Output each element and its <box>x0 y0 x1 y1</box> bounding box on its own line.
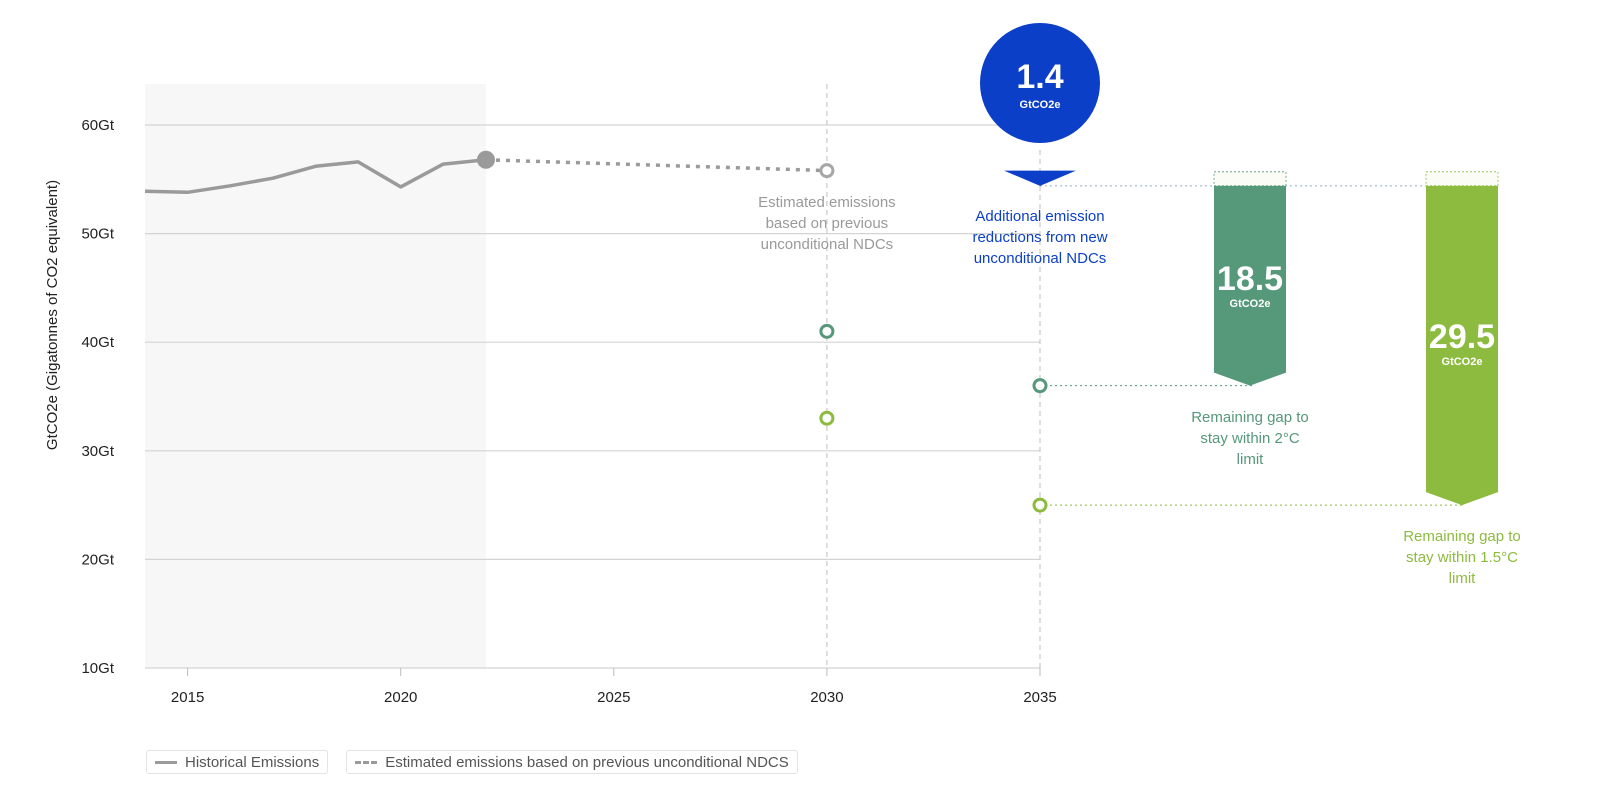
annotation-gap-15c-line-0: Remaining gap to <box>1403 528 1521 545</box>
annotation-gap-15c-line-2: limit <box>1449 570 1476 587</box>
gap-bar-header-0 <box>1213 171 1287 187</box>
historical-period-shading <box>145 84 486 668</box>
gap-bar-unit-0: GtCO2e <box>1230 298 1271 310</box>
marker-2035-3 <box>1032 378 1048 394</box>
annotation-gap-15c-line-1: stay within 1.5°C <box>1406 549 1518 566</box>
x-tick-label-2025: 2025 <box>597 689 630 706</box>
legend-dashed-line-icon <box>355 760 378 764</box>
gap-bar-value-1: 29.5 <box>1429 318 1495 356</box>
legend-solid-line-icon <box>155 760 177 764</box>
reduction-bubble <box>980 23 1100 143</box>
annotation-gap-2c-line-1: stay within 2°C <box>1200 430 1300 447</box>
y-axis-title: GtCO2e (Gigatonnes of CO2 equivalent) <box>44 180 61 450</box>
x-tick-label-2015: 2015 <box>171 689 204 706</box>
y-tick-label-60: 60Gt <box>81 117 114 134</box>
reduction-bubble-unit: GtCO2e <box>1020 99 1061 111</box>
legend-item-estimated[interactable]: Estimated emissions based on previous un… <box>346 750 798 774</box>
historical-emissions-line <box>144 158 487 195</box>
reduction-bubble-value: 1.4 <box>1016 58 1063 96</box>
annotation-additional-line-2: unconditional NDCs <box>974 250 1107 267</box>
annotation-gap-2c-line-2: limit <box>1237 451 1264 468</box>
y-tick-label-30: 30Gt <box>81 443 114 460</box>
annotation-additional-line-0: Additional emission <box>975 208 1104 225</box>
marker-2030-2 <box>819 410 835 426</box>
historical-endpoint-dot <box>476 150 495 169</box>
annotation-additional-line-1: reductions from new <box>972 229 1107 246</box>
legend-label-historical: Historical Emissions <box>185 753 320 771</box>
marker-2030-0 <box>819 163 835 179</box>
annotation-gap-2c-line-0: Remaining gap to <box>1191 409 1309 426</box>
gap-bar-header-1 <box>1425 171 1499 187</box>
marker-2035-4 <box>1032 497 1048 513</box>
y-tick-label-40: 40Gt <box>81 334 114 351</box>
x-tick-label-2020: 2020 <box>384 689 417 706</box>
legend-label-estimated: Estimated emissions based on previous un… <box>385 753 789 771</box>
x-tick-label-2030: 2030 <box>810 689 843 706</box>
y-tick-label-50: 50Gt <box>81 226 114 243</box>
reduction-arrow <box>1004 170 1076 186</box>
annotation-estimated-line-0: Estimated emissions <box>758 194 896 211</box>
gap-bar-0 <box>1214 185 1286 386</box>
gap-bar-unit-1: GtCO2e <box>1442 356 1483 368</box>
y-tick-label-20: 20Gt <box>81 551 114 568</box>
gap-bar-value-0: 18.5 <box>1217 260 1283 298</box>
x-tick-label-2035: 2035 <box>1023 689 1056 706</box>
legend: Historical Emissions Estimated emissions… <box>146 750 798 774</box>
legend-item-historical[interactable]: Historical Emissions <box>146 750 329 774</box>
gap-bar-1 <box>1426 185 1498 506</box>
annotation-estimated-line-2: unconditional NDCs <box>761 236 894 253</box>
marker-2030-1 <box>819 323 835 339</box>
annotation-estimated-line-1: based on previous <box>766 215 889 232</box>
estimated-emissions-line <box>485 158 827 173</box>
y-tick-label-10: 10Gt <box>81 660 114 677</box>
